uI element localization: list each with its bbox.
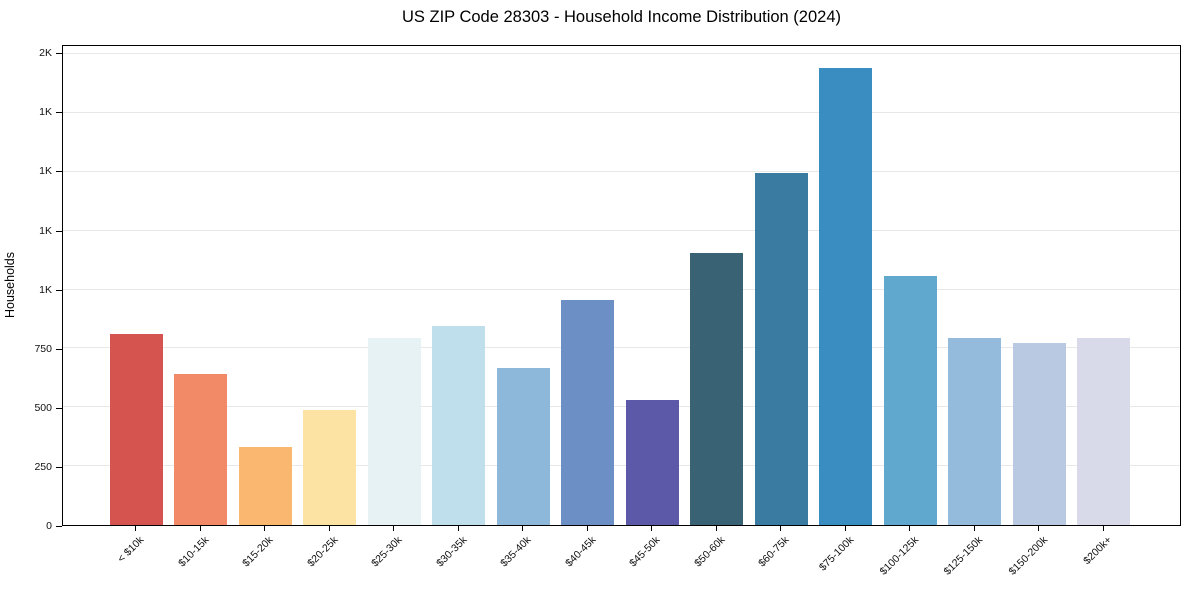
bar-2 (174, 374, 228, 525)
bar-14 (948, 337, 1002, 525)
x-tick-label: $15-20k (240, 534, 276, 570)
x-tick-label: $75-100k (816, 534, 857, 574)
y-tick-label: 2K (39, 47, 52, 60)
x-tick-label: $35-40k (498, 534, 534, 570)
y-tick-mark (56, 348, 62, 350)
gridline (63, 53, 1180, 55)
y-tick-mark (56, 289, 62, 291)
x-tick-label: $45-50k (627, 534, 663, 570)
bar-16 (1077, 337, 1131, 525)
x-tick-label: $20-25k (304, 534, 341, 570)
bar-1 (109, 334, 163, 525)
bar-8 (561, 300, 615, 525)
gridline (63, 112, 1180, 114)
y-tick-label: 1K (39, 106, 52, 119)
gridline (63, 229, 1180, 231)
y-tick-label: 250 (34, 460, 52, 473)
y-tick-label: 750 (34, 342, 52, 355)
x-tick-mark (844, 526, 846, 531)
x-tick-label: $10-15k (175, 534, 212, 570)
y-tick-mark (56, 112, 62, 114)
x-tick-mark (909, 526, 911, 531)
x-tick-mark (393, 526, 395, 531)
bar-6 (432, 326, 486, 525)
y-tick-mark (56, 466, 62, 468)
bar-11 (754, 173, 808, 525)
x-tick-mark (199, 526, 201, 531)
gridline (63, 347, 1180, 349)
y-tick-mark (56, 407, 62, 409)
gridline (63, 406, 1180, 408)
plot-area (62, 45, 1181, 526)
bar-13 (883, 275, 937, 525)
x-tick-mark (135, 526, 136, 531)
bar-4 (303, 409, 357, 525)
bar-9 (625, 400, 679, 525)
x-tick-label: $60-75k (756, 534, 792, 570)
x-tick-mark (715, 526, 717, 531)
x-tick-mark (780, 526, 782, 531)
gridline (63, 288, 1180, 290)
x-tick-mark (1102, 526, 1104, 531)
x-tick-mark (1038, 526, 1040, 531)
x-tick-label: $30-35k (433, 534, 470, 570)
bar-12 (819, 68, 873, 525)
y-tick-label: 0 (46, 520, 52, 532)
bar-10 (690, 253, 744, 525)
bar-3 (238, 447, 292, 525)
x-tick-label: $125-150k (941, 534, 986, 578)
y-tick-label: 1K (39, 165, 52, 178)
y-tick-mark (56, 53, 62, 55)
x-tick-label: $200k+ (1081, 534, 1115, 568)
y-tick-mark (56, 526, 62, 527)
x-tick-label: $150-200k (1006, 534, 1050, 578)
x-tick-mark (651, 526, 653, 531)
x-tick-label: < $10k (115, 534, 147, 565)
x-tick-mark (522, 526, 524, 531)
x-tick-label: $50-60k (691, 534, 728, 570)
chart-title: US ZIP Code 28303 - Household Income Dis… (401, 8, 841, 26)
y-tick-mark (56, 171, 62, 173)
y-tick-label: 1K (39, 283, 52, 296)
x-tick-label: $40-45k (562, 534, 599, 570)
gridline (63, 170, 1180, 172)
x-tick-label: $100-125k (877, 534, 921, 578)
bar-7 (496, 368, 550, 525)
x-tick-mark (328, 526, 330, 531)
gridline (63, 465, 1180, 467)
x-tick-label: $25-30k (369, 534, 405, 570)
x-tick-mark (264, 526, 266, 531)
y-tick-label: 500 (34, 401, 52, 414)
bar-5 (367, 337, 421, 525)
x-tick-mark (973, 526, 975, 531)
x-tick-mark (457, 526, 459, 531)
y-tick-label: 1K (39, 224, 52, 237)
x-tick-mark (586, 526, 588, 531)
bar-15 (1012, 342, 1066, 525)
y-tick-mark (56, 230, 62, 232)
